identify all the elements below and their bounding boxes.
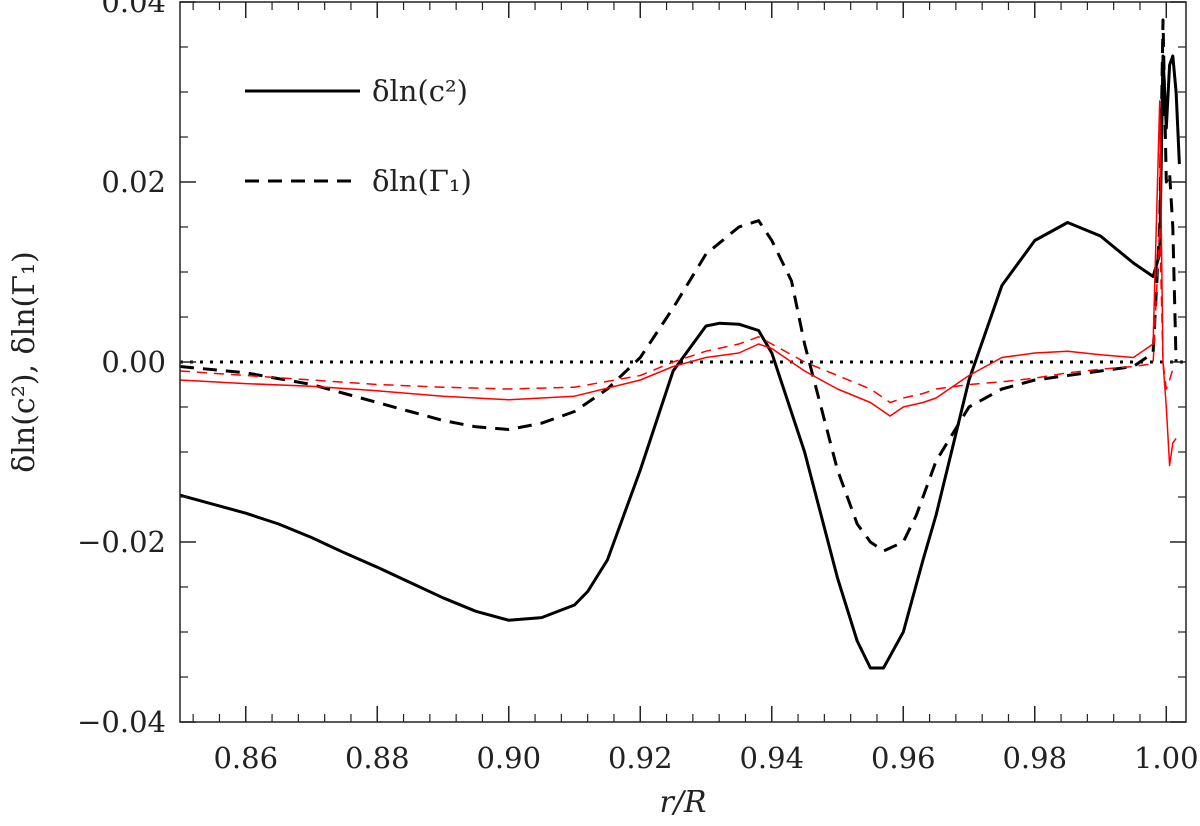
x-tick-label: 0.88 — [345, 741, 410, 775]
x-tick-label: 0.96 — [871, 741, 936, 775]
x-tick-label: 1.00 — [1134, 741, 1199, 775]
x-tick-label: 0.94 — [739, 741, 804, 775]
legend: δln(c²) δln(Γ₁) — [245, 74, 472, 198]
legend-label-gamma1: δln(Γ₁) — [372, 164, 472, 198]
axes: 0.86 0.88 0.90 0.92 0.94 0.96 0.98 1.00 −0.04 −0.… — [77, 0, 1198, 775]
x-tick-label: 0.98 — [1002, 741, 1067, 775]
x-tick-label: 0.90 — [476, 741, 541, 775]
series-line-1 — [180, 18, 1178, 553]
x-tick-label: 0.92 — [608, 741, 673, 775]
x-tick-label: 0.86 — [213, 741, 278, 775]
y-tick-label: 0.00 — [101, 345, 166, 379]
y-tick-label: 0.02 — [101, 165, 166, 199]
y-axis-label: δln(c²), δln(Γ₁) — [7, 251, 42, 473]
series-line-0 — [180, 54, 1181, 670]
series-line-2 — [180, 100, 1177, 467]
y-tick-label: −0.02 — [77, 525, 166, 559]
legend-label-c2: δln(c²) — [372, 74, 468, 108]
y-tick-label: −0.04 — [77, 705, 166, 739]
series-line-3 — [180, 226, 1177, 404]
x-axis-label: r/R — [659, 785, 706, 820]
series-layer — [180, 18, 1186, 670]
y-tick-label: 0.04 — [101, 0, 166, 19]
